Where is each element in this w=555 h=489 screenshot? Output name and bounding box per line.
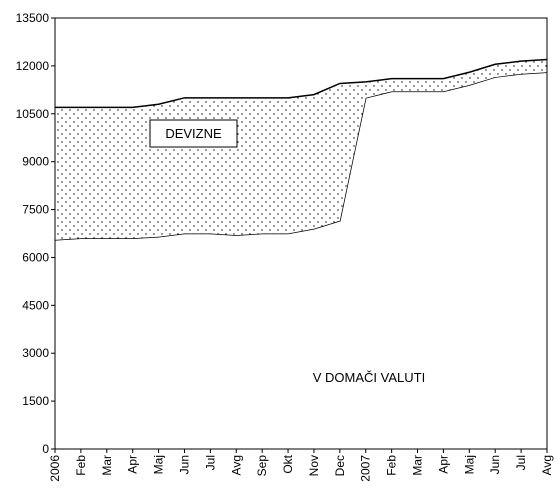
area-line <box>55 58 548 109</box>
y-tick-label: 7500 <box>22 203 49 217</box>
y-tick-label: 12000 <box>16 59 50 73</box>
x-tick-label: Apr <box>126 455 140 474</box>
x-tick-label: Feb <box>74 455 88 476</box>
series-label: DEVIZNE <box>165 126 222 141</box>
x-tick-label: Sep <box>255 455 269 477</box>
x-tick-label: Feb <box>385 455 399 476</box>
series-label: V DOMAČI VALUTI <box>313 370 425 385</box>
y-tick-label: 3000 <box>22 346 49 360</box>
x-tick-label: Apr <box>436 455 450 474</box>
y-tick-label: 0 <box>42 442 49 456</box>
x-tick-label: Nov <box>307 455 321 476</box>
x-tick-label: Avg <box>540 455 554 475</box>
y-tick-label: 13500 <box>16 11 50 25</box>
x-tick-label: Jul <box>203 455 217 470</box>
plot-frame <box>54 17 548 450</box>
x-tick-label: Jul <box>514 455 528 470</box>
x-tick-label: Mar <box>411 455 425 476</box>
x-tick-label: Maj <box>152 455 166 474</box>
y-tick-label: 9000 <box>22 155 49 169</box>
x-tick-label: Jun <box>488 455 502 474</box>
x-tick-label: Dec <box>333 455 347 476</box>
y-tick-label: 6000 <box>22 250 49 264</box>
x-tick-label: Okt <box>281 454 295 473</box>
x-tick-label: 2007 <box>359 455 373 482</box>
area <box>55 59 547 240</box>
area <box>55 72 547 449</box>
x-tick-label: Mar <box>100 455 114 476</box>
y-tick-label: 10500 <box>16 107 50 121</box>
x-tick-label: 2006 <box>48 455 62 482</box>
x-tick-label: Maj <box>462 455 476 474</box>
y-tick-label: 1500 <box>22 394 49 408</box>
label-box <box>149 119 238 148</box>
y-tick-label: 4500 <box>22 298 49 312</box>
x-tick-label: Jun <box>177 455 191 474</box>
x-tick-label: Avg <box>229 455 243 475</box>
